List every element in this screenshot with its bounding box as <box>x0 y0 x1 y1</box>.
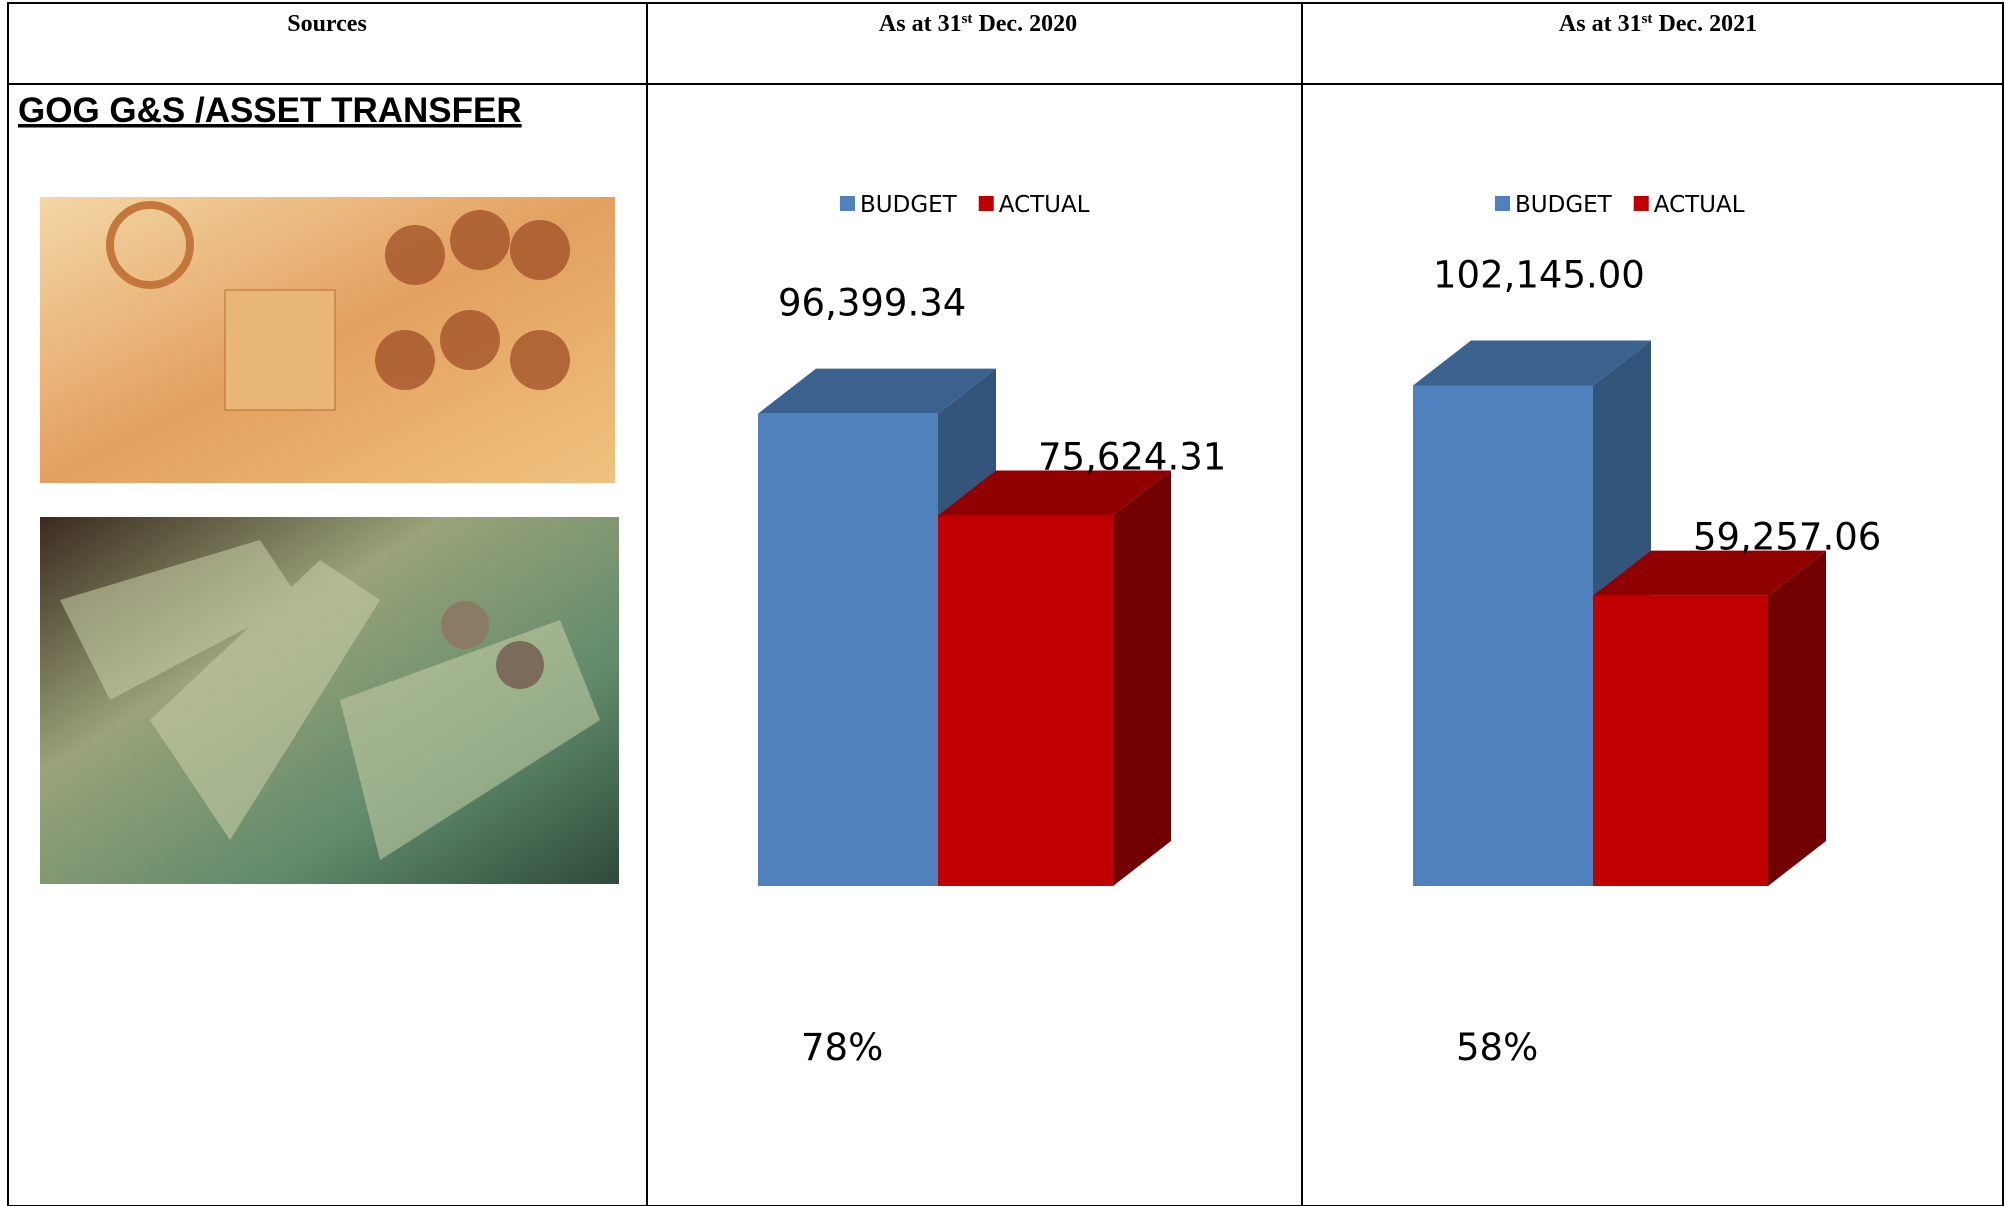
legend-swatch <box>979 196 994 211</box>
bar-face <box>1413 385 1593 886</box>
page: Sources As at 31st Dec. 2020 As at 31st … <box>0 0 2006 1206</box>
bar-face <box>1113 470 1171 886</box>
legend-label: ACTUAL <box>999 192 1090 218</box>
legend-swatch <box>840 196 855 211</box>
percentage: 78% <box>801 1026 883 1069</box>
bar-face <box>938 515 1113 886</box>
percentage: 58% <box>1456 1026 1538 1069</box>
legend-swatch <box>1495 196 1510 211</box>
data-label: 75,624.31 <box>1038 435 1226 478</box>
data-label: 102,145.00 <box>1433 253 1645 296</box>
header-sup: st <box>962 11 973 27</box>
data-label: 96,399.34 <box>778 282 966 325</box>
legend-label: BUDGET <box>860 192 958 218</box>
header-text: As at 31 <box>1559 11 1642 37</box>
section-title: GOG G&S /ASSET TRANSFER <box>18 91 522 130</box>
header-text: Dec. 2020 <box>972 11 1077 37</box>
legend-label: ACTUAL <box>1654 192 1745 218</box>
header-text: Dec. 2021 <box>1652 11 1757 37</box>
header-text: As at 31 <box>879 11 962 37</box>
bar <box>938 470 1171 886</box>
bar-face <box>1593 596 1768 886</box>
banknote-photo <box>40 197 615 483</box>
legend-swatch <box>1634 196 1649 211</box>
bar <box>1593 551 1826 886</box>
column-header: As at 31st Dec. 2020 <box>879 11 1077 37</box>
bar-face <box>1768 551 1826 886</box>
column-header: As at 31st Dec. 2021 <box>1559 11 1757 37</box>
data-label: 59,257.06 <box>1693 516 1881 559</box>
cash-photo <box>40 517 619 884</box>
header-sup: st <box>1642 11 1653 27</box>
bar-face <box>758 414 938 886</box>
legend-label: BUDGET <box>1515 192 1613 218</box>
column-header: Sources <box>287 11 367 37</box>
